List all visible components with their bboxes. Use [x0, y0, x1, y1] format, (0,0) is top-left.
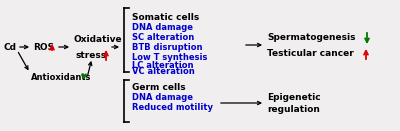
Text: Low T synthesis: Low T synthesis	[132, 53, 207, 62]
Text: Testicular cancer: Testicular cancer	[267, 48, 354, 58]
Text: regulation: regulation	[267, 105, 320, 113]
Text: DNA damage: DNA damage	[132, 23, 193, 32]
Text: VC alteration: VC alteration	[132, 67, 195, 77]
Text: Cd: Cd	[4, 42, 17, 51]
Text: Epigenetic: Epigenetic	[267, 92, 321, 102]
Text: stress: stress	[76, 50, 107, 59]
Text: Reduced motility: Reduced motility	[132, 103, 213, 113]
Text: DNA damage: DNA damage	[132, 94, 193, 102]
Text: Spermatogenesis: Spermatogenesis	[267, 34, 356, 42]
Text: Somatic cells: Somatic cells	[132, 12, 199, 21]
Text: Antioxidants: Antioxidants	[31, 73, 91, 83]
Text: ROS: ROS	[33, 42, 54, 51]
Text: LC alteration: LC alteration	[132, 61, 194, 70]
Text: Germ cells: Germ cells	[132, 83, 186, 91]
Text: BTB disruption: BTB disruption	[132, 43, 202, 53]
Text: Oxidative: Oxidative	[73, 36, 122, 45]
Text: SC alteration: SC alteration	[132, 34, 194, 42]
